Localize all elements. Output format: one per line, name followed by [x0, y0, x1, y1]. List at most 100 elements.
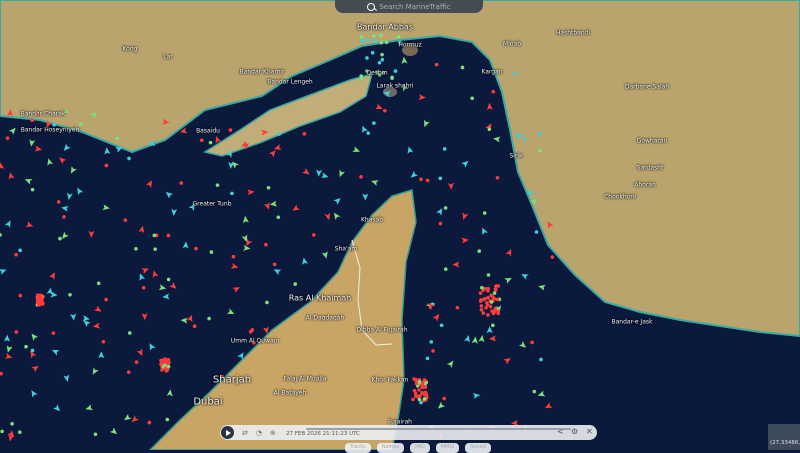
ship-marker[interactable]	[4, 352, 13, 361]
ship-marker[interactable]	[460, 65, 465, 70]
ship-marker[interactable]	[481, 311, 486, 315]
ship-marker[interactable]	[480, 285, 484, 290]
ship-marker[interactable]	[4, 219, 14, 228]
ship-marker[interactable]	[414, 381, 419, 386]
ship-marker[interactable]	[464, 334, 472, 343]
ship-marker[interactable]	[360, 39, 365, 43]
ship-marker[interactable]	[302, 132, 307, 136]
ship-marker[interactable]	[412, 388, 417, 393]
ship-marker[interactable]	[130, 415, 139, 424]
ship-marker[interactable]	[393, 69, 398, 73]
gear-icon[interactable]: ⚙	[571, 427, 579, 436]
ship-marker[interactable]	[479, 298, 483, 302]
ship-marker[interactable]	[417, 388, 421, 392]
ship-marker[interactable]	[58, 236, 62, 241]
ship-marker[interactable]	[31, 363, 40, 373]
ship-marker[interactable]	[470, 96, 475, 101]
ship-marker[interactable]	[491, 323, 495, 328]
ship-marker[interactable]	[375, 103, 384, 112]
ship-marker[interactable]	[543, 402, 553, 411]
chip-mmsi[interactable]: MMSI	[435, 443, 460, 453]
ship-marker[interactable]	[493, 309, 498, 313]
ship-marker[interactable]	[337, 169, 346, 179]
ship-marker[interactable]	[443, 267, 448, 271]
ship-marker[interactable]	[179, 127, 188, 136]
ship-marker[interactable]	[417, 397, 422, 402]
ship-marker[interactable]	[186, 314, 195, 323]
ship-marker[interactable]	[104, 163, 109, 168]
ship-marker[interactable]	[7, 434, 15, 442]
ship-marker[interactable]	[492, 291, 497, 295]
ship-marker[interactable]	[45, 157, 54, 166]
ship-marker[interactable]	[489, 293, 493, 298]
play-button[interactable]	[221, 426, 234, 439]
ship-marker[interactable]	[147, 342, 156, 351]
ship-marker[interactable]	[422, 397, 427, 401]
ship-marker[interactable]	[419, 400, 423, 405]
ship-marker[interactable]	[230, 159, 240, 169]
ship-marker[interactable]	[10, 421, 14, 426]
ship-marker[interactable]	[188, 202, 198, 211]
ship-marker[interactable]	[226, 308, 236, 316]
ship-marker[interactable]	[461, 159, 470, 168]
ship-marker[interactable]	[230, 191, 234, 196]
ship-marker[interactable]	[180, 317, 188, 324]
ship-marker[interactable]	[52, 123, 56, 127]
ship-marker[interactable]	[82, 318, 91, 328]
ship-marker[interactable]	[401, 56, 408, 64]
ship-marker[interactable]	[93, 432, 98, 437]
ship-marker[interactable]	[384, 40, 389, 45]
ship-marker[interactable]	[24, 176, 33, 185]
ship-marker[interactable]	[545, 220, 554, 229]
ship-marker[interactable]	[5, 136, 10, 140]
ship-marker[interactable]	[446, 359, 456, 369]
ship-marker[interactable]	[518, 341, 528, 350]
ship-marker[interactable]	[373, 39, 377, 43]
timeline-slider[interactable]	[306, 428, 571, 430]
ship-marker[interactable]	[272, 262, 277, 267]
ship-marker[interactable]	[494, 287, 498, 292]
ship-marker[interactable]	[418, 94, 426, 101]
ship-marker[interactable]	[137, 272, 146, 281]
ship-marker[interactable]	[291, 204, 300, 213]
ship-marker[interactable]	[104, 297, 108, 302]
ship-marker[interactable]	[381, 70, 386, 75]
ship-marker[interactable]	[436, 207, 445, 216]
ship-marker[interactable]	[109, 427, 119, 436]
ship-marker[interactable]	[534, 230, 539, 234]
ship-marker[interactable]	[550, 255, 555, 259]
ship-marker[interactable]	[495, 297, 500, 302]
ship-marker[interactable]	[442, 396, 446, 401]
ship-marker[interactable]	[230, 262, 239, 271]
ship-marker[interactable]	[60, 231, 69, 241]
ship-marker[interactable]	[479, 226, 488, 236]
ship-marker[interactable]	[262, 326, 270, 335]
share-icon[interactable]: <	[557, 427, 564, 436]
ship-marker[interactable]	[436, 401, 446, 411]
ship-marker[interactable]	[159, 362, 163, 367]
ship-marker[interactable]	[194, 246, 198, 251]
ship-marker[interactable]	[25, 221, 35, 229]
ship-marker[interactable]	[79, 122, 83, 127]
ship-marker[interactable]	[452, 261, 460, 268]
ship-marker[interactable]	[28, 349, 37, 359]
ship-marker[interactable]	[263, 202, 272, 211]
ship-marker[interactable]	[504, 275, 513, 284]
ship-marker[interactable]	[62, 143, 71, 153]
ship-marker[interactable]	[166, 364, 171, 369]
ship-marker[interactable]	[6, 109, 14, 117]
ship-marker[interactable]	[171, 208, 178, 217]
ship-marker[interactable]	[273, 144, 282, 152]
ship-marker[interactable]	[147, 140, 156, 147]
ship-marker[interactable]	[269, 200, 278, 208]
ship-marker[interactable]	[472, 392, 481, 399]
ship-marker[interactable]	[485, 301, 489, 305]
ship-marker[interactable]	[160, 368, 164, 372]
ship-marker[interactable]	[51, 347, 60, 356]
ship-marker[interactable]	[141, 313, 148, 321]
ship-marker[interactable]	[482, 297, 486, 302]
ship-marker[interactable]	[3, 334, 10, 342]
ship-marker[interactable]	[49, 271, 58, 280]
ship-marker[interactable]	[496, 311, 501, 316]
ship-marker[interactable]	[487, 127, 492, 132]
